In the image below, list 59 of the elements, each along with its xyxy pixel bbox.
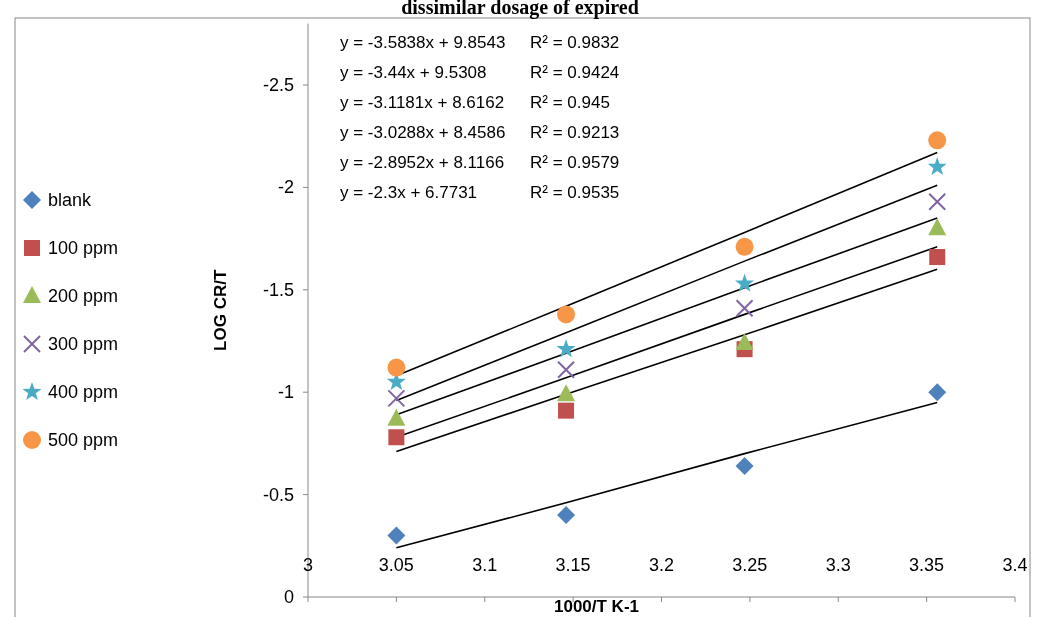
y-tick-label: -0.5: [262, 484, 294, 505]
point: [558, 402, 575, 419]
point: [387, 408, 406, 426]
legend-label: 500 ppm: [48, 430, 119, 450]
annotation: y = -3.5838x + 9.8543: [340, 33, 506, 52]
x-tick-label: 3.3: [825, 555, 851, 575]
point: [735, 237, 754, 256]
y-axis-title: LOG CR/T: [211, 269, 230, 351]
point: [735, 333, 754, 351]
y-tick-label: -1: [277, 382, 294, 403]
legend-label: blank: [48, 190, 93, 210]
point: [735, 299, 754, 318]
x-tick-label: 3.05: [378, 555, 414, 575]
point: [387, 526, 406, 545]
legend-label: 200 ppm: [48, 286, 119, 306]
y-tick-label: -2.5: [262, 75, 294, 95]
point: [557, 506, 576, 525]
annotation: y = -2.3x + 6.7731: [340, 183, 478, 202]
point: [387, 389, 406, 408]
x-axis-title: 1000/T K-1: [553, 597, 640, 616]
point: [387, 358, 406, 377]
point: [928, 218, 947, 236]
legend-label: 400 ppm: [48, 382, 119, 402]
point: [928, 192, 947, 211]
annotation: R² = 0.9535: [530, 183, 620, 202]
y-tick-label: -1.5: [262, 279, 294, 300]
y-tick-label: -2: [277, 177, 294, 198]
point: [556, 339, 576, 358]
annotation: R² = 0.9579: [530, 153, 620, 172]
point: [557, 384, 576, 402]
point: [388, 429, 405, 446]
y-tick-label: 0: [283, 587, 294, 607]
annotation: R² = 0.945: [530, 93, 610, 112]
point: [927, 156, 947, 176]
annotation: R² = 0.9424: [530, 63, 620, 82]
point: [928, 131, 947, 150]
point: [557, 305, 576, 324]
point: [557, 360, 576, 379]
x-tick-label: 3.2: [648, 555, 675, 575]
x-tick-label: 3: [302, 555, 314, 575]
point: [735, 456, 754, 475]
annotation: y = -3.1181x + 8.6162: [340, 93, 505, 112]
chart-title: dissimilar dosage of expired: [401, 0, 639, 19]
x-tick-label: 3.15: [555, 555, 591, 575]
annotation: R² = 0.9213: [530, 123, 620, 142]
point: [928, 383, 947, 402]
x-tick-label: 3.1: [472, 555, 498, 575]
annotation: R² = 0.9832: [530, 33, 620, 52]
point: [735, 273, 755, 292]
legend-label: 100 ppm: [48, 238, 119, 258]
annotation: y = -3.0288x + 8.4586: [340, 123, 506, 142]
x-tick-label: 3.35: [909, 555, 945, 575]
legend-label: 300 ppm: [48, 334, 119, 354]
x-tick-label: 3.4: [1002, 555, 1028, 575]
x-tick-label: 3.25: [732, 555, 768, 575]
annotation: y = -3.44x + 9.5308: [340, 63, 487, 82]
point: [929, 249, 946, 266]
line-series: [395, 268, 939, 453]
annotation: y = -2.8952x + 8.1166: [340, 153, 505, 172]
